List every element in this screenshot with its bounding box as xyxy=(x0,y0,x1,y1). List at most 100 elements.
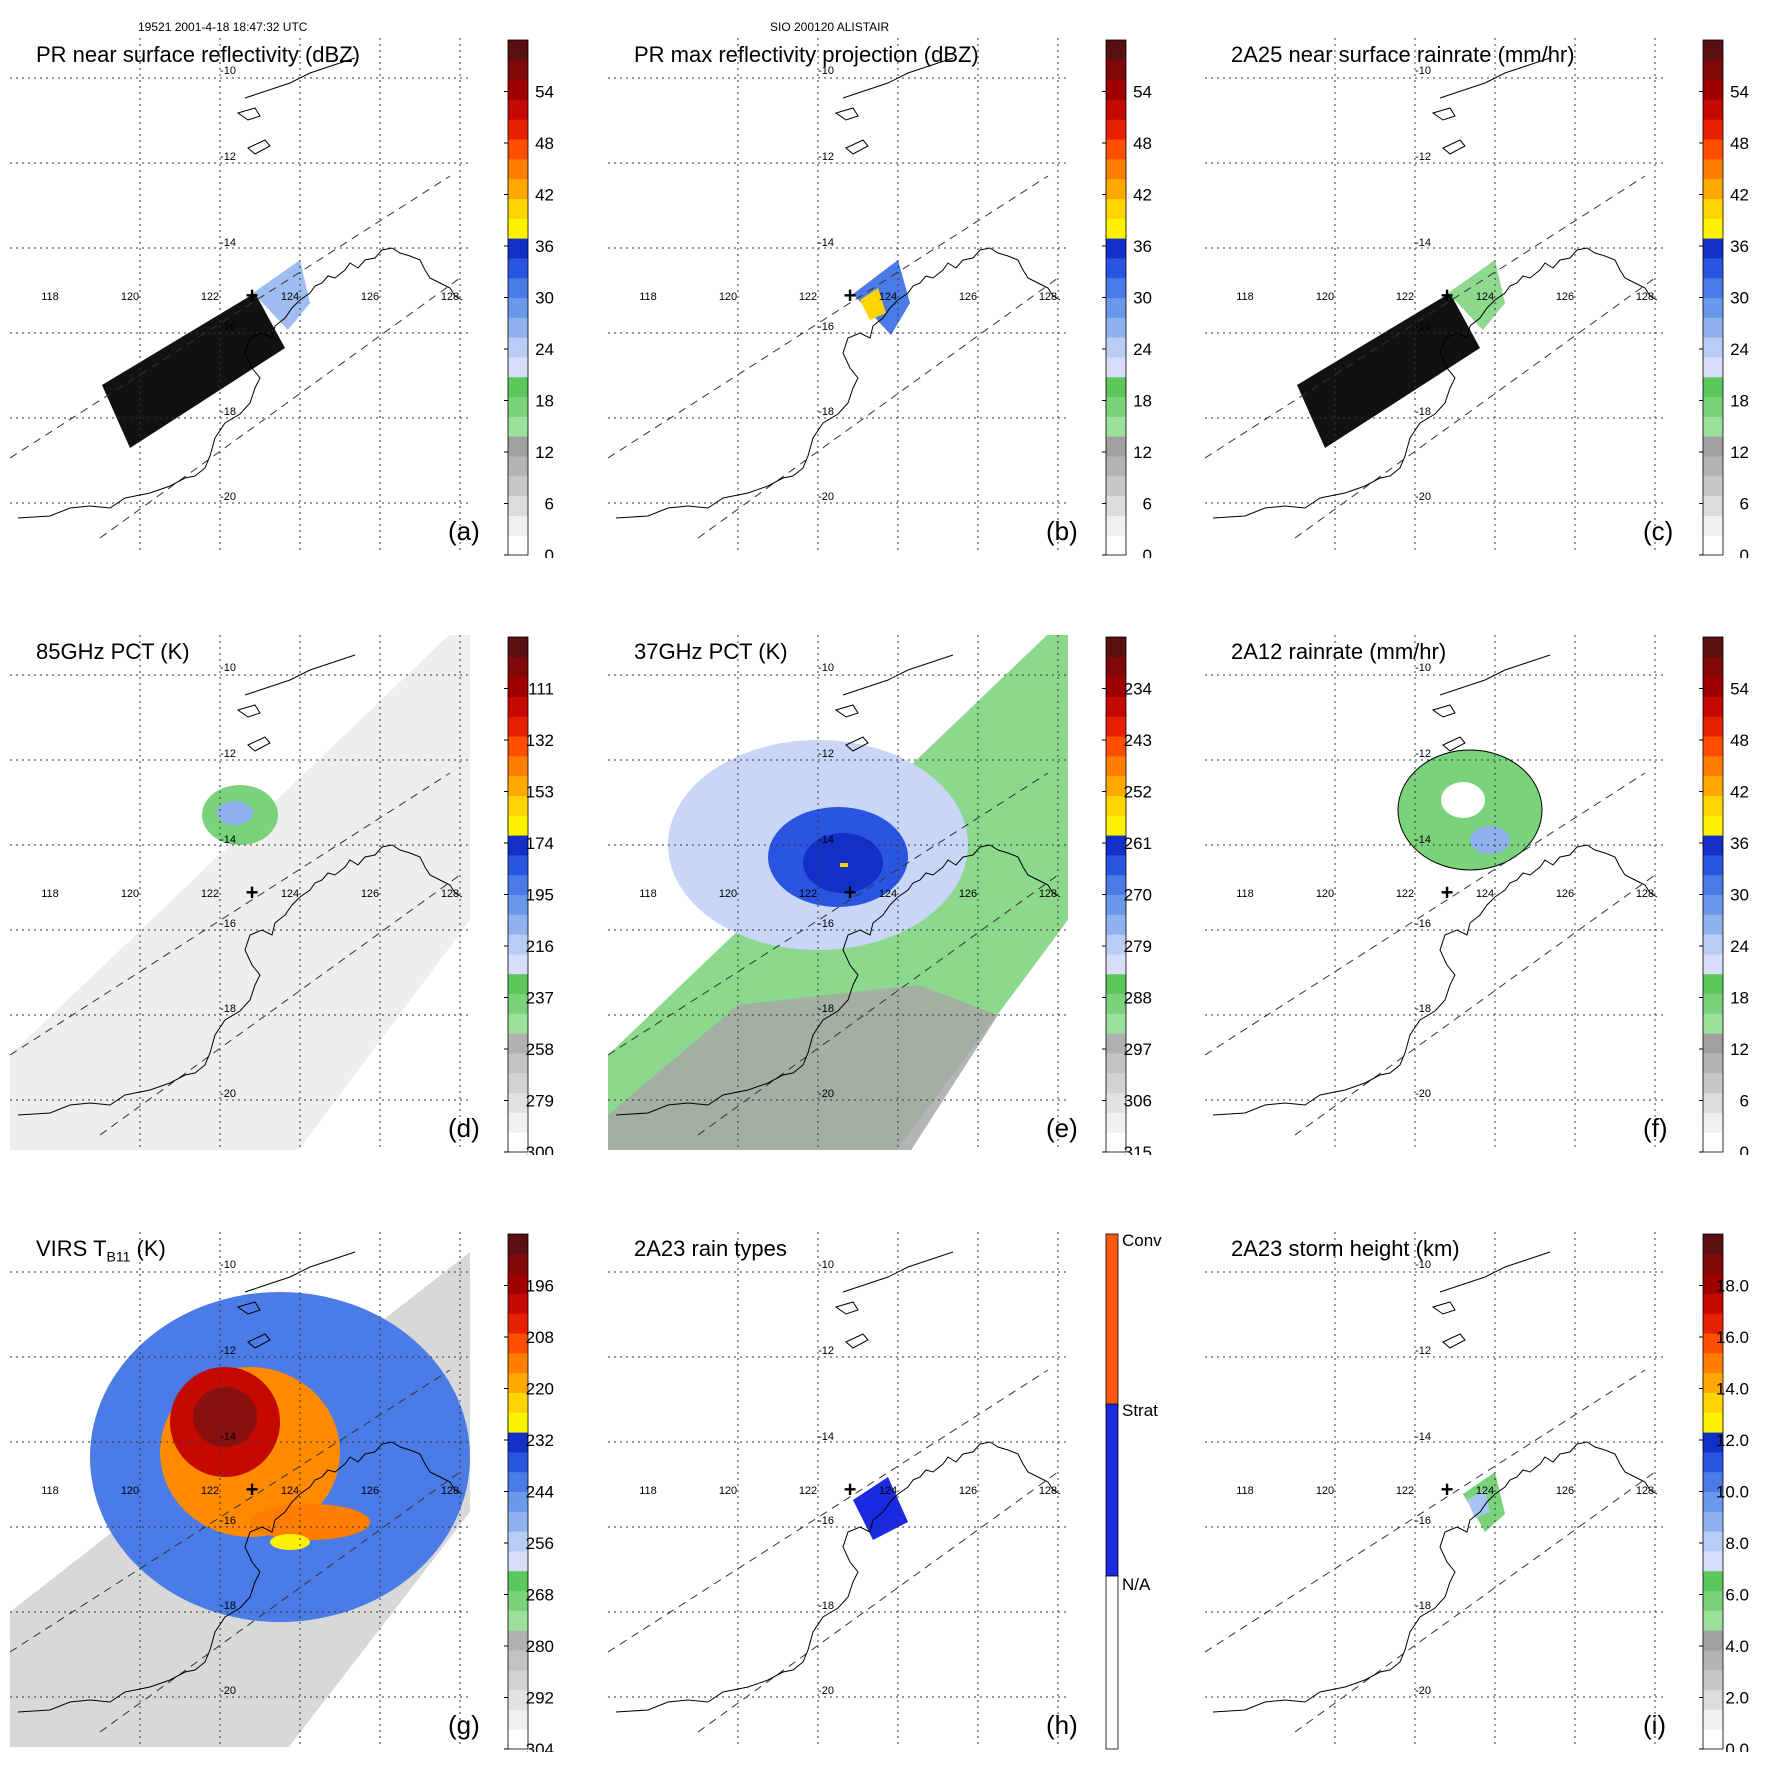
colorbar-label-268: 268 xyxy=(526,1586,554,1605)
chart-g: 118 120 122 124 126 128 -10 -12 -14 -16 -18 -20 +196… xyxy=(10,1232,554,1752)
lat-label--12: -12 xyxy=(1415,151,1431,163)
lon-label-126: 126 xyxy=(1556,888,1574,900)
colorbar-segment-18 xyxy=(1703,178,1723,199)
panel-title-text: 37GHz PCT (K) xyxy=(634,639,788,664)
lon-label-128: 128 xyxy=(1636,1485,1654,1497)
lon-label-124: 124 xyxy=(879,888,897,900)
colorbar-label-195: 195 xyxy=(526,886,554,905)
colorbar-segment-12 xyxy=(1106,894,1126,915)
coastline-0 xyxy=(615,1441,1061,1713)
colorbar-label-18: 18 xyxy=(1133,392,1152,411)
colorbar-label-0: 0 xyxy=(1740,1143,1749,1155)
colorbar-label-Conv: Conv xyxy=(1122,1232,1162,1250)
swath-edge-1 xyxy=(99,277,461,539)
lat-label--10: -10 xyxy=(220,662,236,674)
colorbar-segment-8 xyxy=(508,376,528,398)
lon-label-118: 118 xyxy=(639,888,657,900)
colorbar-segment-15 xyxy=(1703,835,1723,856)
swath-edge-1 xyxy=(1294,1471,1656,1733)
lat-label--16: -16 xyxy=(220,1515,236,1527)
colorbar-segment-16 xyxy=(1106,815,1126,836)
colorbar-label-0: 0 xyxy=(545,546,554,558)
chart-i: 118 120 122 124 126 128 -10 -12 -14 -16 -18 -20 +18.… xyxy=(1205,1232,1749,1752)
lon-label-122: 122 xyxy=(1396,888,1414,900)
colorbar-segment-18 xyxy=(508,775,528,796)
colorbar-label-Strat: Strat xyxy=(1122,1401,1158,1420)
colorbar-segment-19 xyxy=(1703,158,1723,180)
colorbar-segment-25 xyxy=(1703,40,1723,61)
colorbar-label-N/A: N/A xyxy=(1122,1575,1151,1594)
colorbar-segment-20 xyxy=(508,736,528,757)
colorbar-label-0: 0 xyxy=(1740,546,1749,558)
coastline-1 xyxy=(842,654,954,696)
coastline-2 xyxy=(834,107,859,121)
colorbar-segment-22 xyxy=(508,1293,528,1314)
coastline-1 xyxy=(842,1251,954,1293)
coastline-2 xyxy=(236,704,261,718)
colorbar-segment-24 xyxy=(1703,656,1723,678)
colorbar-segment-20 xyxy=(1703,1333,1723,1354)
colorbar-segment-13 xyxy=(508,874,528,895)
coastline-0 xyxy=(1212,247,1658,519)
colorbar-segment-1 xyxy=(508,515,528,536)
colorbar-segment-4 xyxy=(1703,1649,1723,1671)
colorbar-segment-12 xyxy=(1703,1491,1723,1512)
swath-edge-1 xyxy=(697,277,1059,539)
lon-label-124: 124 xyxy=(281,291,299,303)
colorbar-segment-25 xyxy=(1106,40,1126,61)
colorbar-segment-17 xyxy=(508,1392,528,1413)
colorbar-segment-22 xyxy=(1106,696,1126,717)
colorbar-segment-1 xyxy=(1703,515,1723,536)
colorbar-label-153: 153 xyxy=(526,783,554,802)
colorbar-label-42: 42 xyxy=(1133,186,1152,205)
panel-f: 118 120 122 124 126 128 -10 -12 -14 -16 -18 -20 +54 4… xyxy=(1205,635,1771,1155)
missing-data-block xyxy=(1297,293,1480,448)
panel-title-subscript: B11 xyxy=(106,1248,131,1265)
lat-label--12: -12 xyxy=(1415,748,1431,760)
colorbar-segment-7 xyxy=(1703,1590,1723,1611)
storm-center-marker: + xyxy=(1441,283,1454,308)
lat-label--16: -16 xyxy=(818,321,834,333)
colorbar-segment-5 xyxy=(508,1630,528,1651)
colorbar-label-14.0: 14.0 xyxy=(1716,1380,1749,1399)
lon-label-128: 128 xyxy=(441,888,459,900)
swath-edge-0 xyxy=(608,175,1049,459)
lat-label--12: -12 xyxy=(220,1345,236,1357)
colorbar-segment-9 xyxy=(508,953,528,975)
colorbar-label-252: 252 xyxy=(1124,783,1152,802)
colorbar-segment-10 xyxy=(1703,1531,1723,1552)
colorbar-segment-3 xyxy=(1106,475,1126,497)
lat-label--20: -20 xyxy=(1415,1088,1431,1100)
colorbar-label-300: 300 xyxy=(526,1143,554,1155)
colorbar-segment-0 xyxy=(508,1729,528,1750)
colorbar-segment-11 xyxy=(508,1511,528,1532)
colorbar-label-292: 292 xyxy=(526,1689,554,1708)
colorbar-segment-21 xyxy=(1106,716,1126,737)
lat-label--14: -14 xyxy=(220,237,236,249)
colorbar-segment-25 xyxy=(508,40,528,61)
lon-label-118: 118 xyxy=(41,888,59,900)
field-core xyxy=(193,1387,257,1447)
colorbar-segment-14 xyxy=(1106,854,1126,876)
colorbar-segment-11 xyxy=(1703,914,1723,935)
colorbar-segment-6 xyxy=(508,1013,528,1034)
colorbar-segment-24 xyxy=(1106,656,1126,678)
colorbar-label-270: 270 xyxy=(1124,886,1152,905)
colorbar-segment-25 xyxy=(1106,637,1126,658)
lon-label-122: 122 xyxy=(799,1485,817,1497)
panel-title-e: 37GHz PCT (K) xyxy=(634,639,788,665)
colorbar-label-174: 174 xyxy=(526,834,554,853)
panel-g: 118 120 122 124 126 128 -10 -12 -14 -16 -18 -20 +196… xyxy=(10,1232,580,1752)
colorbar-segment-21 xyxy=(1703,716,1723,737)
colorbar-label-54: 54 xyxy=(1730,83,1749,102)
lat-label--20: -20 xyxy=(818,491,834,503)
colorbar-segment-0 xyxy=(1703,1132,1723,1153)
lon-label-126: 126 xyxy=(959,291,977,303)
colorbar-segment-9 xyxy=(508,356,528,378)
lat-label--20: -20 xyxy=(1415,491,1431,503)
colorbar-segment-22 xyxy=(1703,696,1723,717)
lat-label--10: -10 xyxy=(220,1259,236,1271)
storm-center-marker: + xyxy=(844,1477,857,1502)
colorbar-segment-19 xyxy=(508,755,528,777)
swath-edge-0 xyxy=(608,772,1049,1056)
